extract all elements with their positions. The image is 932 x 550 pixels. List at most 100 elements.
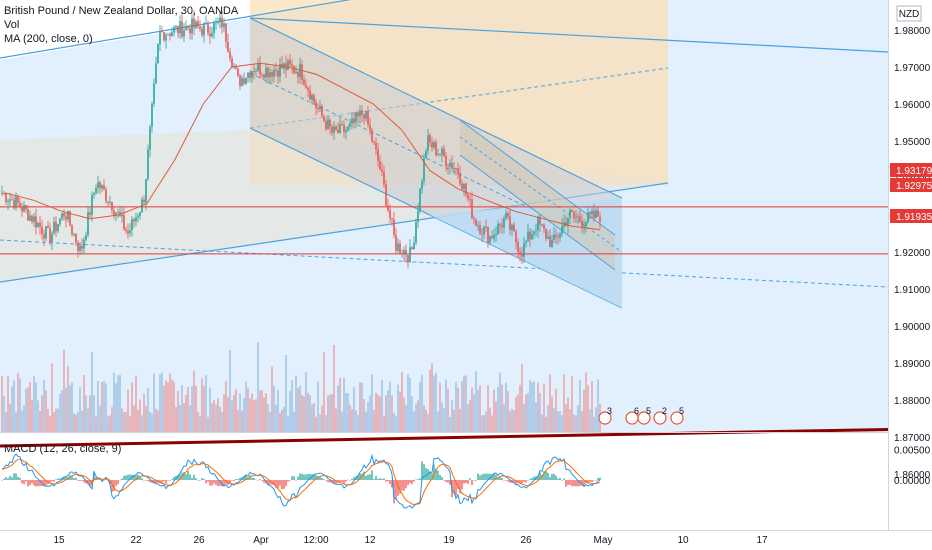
candle-body: [397, 243, 399, 251]
volume-bar: [169, 373, 171, 432]
volume-bar: [151, 413, 153, 432]
candle-body: [77, 242, 79, 251]
price-tag-label: 1.93179: [896, 166, 932, 177]
macd-histogram-bar: [133, 474, 135, 481]
price-tick-label: 1.88000: [894, 396, 931, 407]
volume-bar: [147, 388, 149, 432]
candle-body: [61, 213, 63, 219]
volume-bar: [125, 412, 127, 432]
macd-histogram-bar: [399, 480, 401, 494]
candle-body: [13, 199, 15, 209]
candle-body: [29, 215, 31, 221]
vol-legend[interactable]: Vol: [4, 19, 20, 31]
currency-badge[interactable]: NZD: [896, 5, 922, 22]
volume-bar: [217, 398, 219, 432]
candle-body: [497, 223, 499, 235]
macd-histogram-bar: [501, 477, 503, 481]
macd-axis[interactable]: 0.00500 0.00000: [894, 445, 931, 487]
volume-bar: [487, 385, 489, 432]
volume-bar: [139, 399, 141, 432]
candle-body: [411, 247, 413, 250]
price-axis[interactable]: 1.980001.970001.960001.950001.940001.930…: [894, 26, 931, 481]
macd-histogram-bar: [207, 480, 209, 482]
candle-body: [419, 188, 421, 212]
volume-bar: [61, 390, 63, 432]
volume-bar: [351, 409, 353, 432]
volume-bar: [329, 394, 331, 432]
macd-histogram-bar: [563, 478, 565, 481]
candle-body: [509, 216, 511, 231]
volume-bar: [341, 411, 343, 432]
macd-histogram-bar: [363, 471, 365, 481]
volume-bar: [509, 411, 511, 432]
candle-body: [575, 216, 577, 218]
macd-histogram-bar: [267, 480, 269, 486]
candle-body: [279, 63, 281, 77]
volume-bar: [497, 386, 499, 432]
volume-bar: [373, 409, 375, 432]
macd-histogram-bar: [45, 480, 47, 486]
macd-histogram-bar: [169, 480, 171, 481]
volume-bar: [187, 386, 189, 432]
price-tag-label: 1.91935: [896, 212, 932, 223]
volume-bar: [201, 378, 203, 432]
volume-bar: [283, 406, 285, 432]
candle-body: [227, 41, 229, 52]
candle-body: [31, 215, 33, 222]
candle-body: [521, 254, 523, 257]
volume-bar: [307, 392, 309, 432]
macd-histogram-bar: [117, 480, 119, 485]
time-axis[interactable]: 15 22 26 Apr 12:00 12 19 26 May 10 17: [53, 535, 768, 546]
candle-body: [127, 230, 129, 234]
macd-histogram-bar: [77, 480, 79, 481]
volume-bar: [263, 397, 265, 432]
event-marker-4: 5: [670, 406, 684, 425]
macd-histogram-bar: [429, 471, 431, 481]
candle-body: [545, 228, 547, 239]
candle-body: [507, 213, 509, 217]
candle-body: [9, 199, 11, 202]
candle-body: [541, 224, 543, 226]
candle-body: [53, 221, 55, 234]
candle-body: [433, 142, 435, 148]
volume-bar: [277, 390, 279, 432]
candle-body: [211, 33, 213, 37]
candle-body: [271, 72, 273, 77]
macd-histogram-bar: [569, 480, 571, 485]
macd-histogram-bar: [209, 480, 211, 486]
macd-histogram-bar: [307, 473, 309, 481]
volume-bar: [421, 374, 423, 432]
candle-body: [503, 218, 505, 228]
macd-histogram-bar: [277, 480, 279, 489]
macd-histogram-bar: [483, 473, 485, 481]
macd-histogram-bar: [591, 480, 593, 483]
volume-bar: [371, 374, 373, 432]
volume-bar: [379, 396, 381, 432]
candle-body: [361, 110, 363, 115]
volume-bar: [537, 382, 539, 432]
candle-body: [185, 26, 187, 31]
macd-histogram-bar: [9, 475, 11, 481]
macd-title[interactable]: MACD (12, 26, close, 9): [4, 443, 122, 455]
macd-histogram-bar: [479, 475, 481, 481]
macd-histogram-bar: [381, 478, 383, 481]
candle-body: [59, 218, 61, 225]
candle-body: [371, 130, 373, 142]
volume-bar: [441, 402, 443, 432]
volume-bar: [237, 410, 239, 432]
volume-bar: [51, 363, 53, 432]
volume-bar: [405, 404, 407, 432]
candle-body: [523, 243, 525, 257]
macd-histogram-bar: [521, 480, 523, 484]
candle-body: [261, 74, 263, 76]
volume-bar: [211, 403, 213, 432]
volume-bar: [429, 369, 431, 432]
volume-bar: [117, 375, 119, 432]
macd-histogram-bar: [173, 476, 175, 481]
symbol-title[interactable]: British Pound / New Zealand Dollar, 30, …: [4, 5, 239, 17]
volume-bar: [383, 415, 385, 432]
ma-legend[interactable]: MA (200, close, 0): [4, 33, 93, 45]
candle-body: [107, 201, 109, 203]
